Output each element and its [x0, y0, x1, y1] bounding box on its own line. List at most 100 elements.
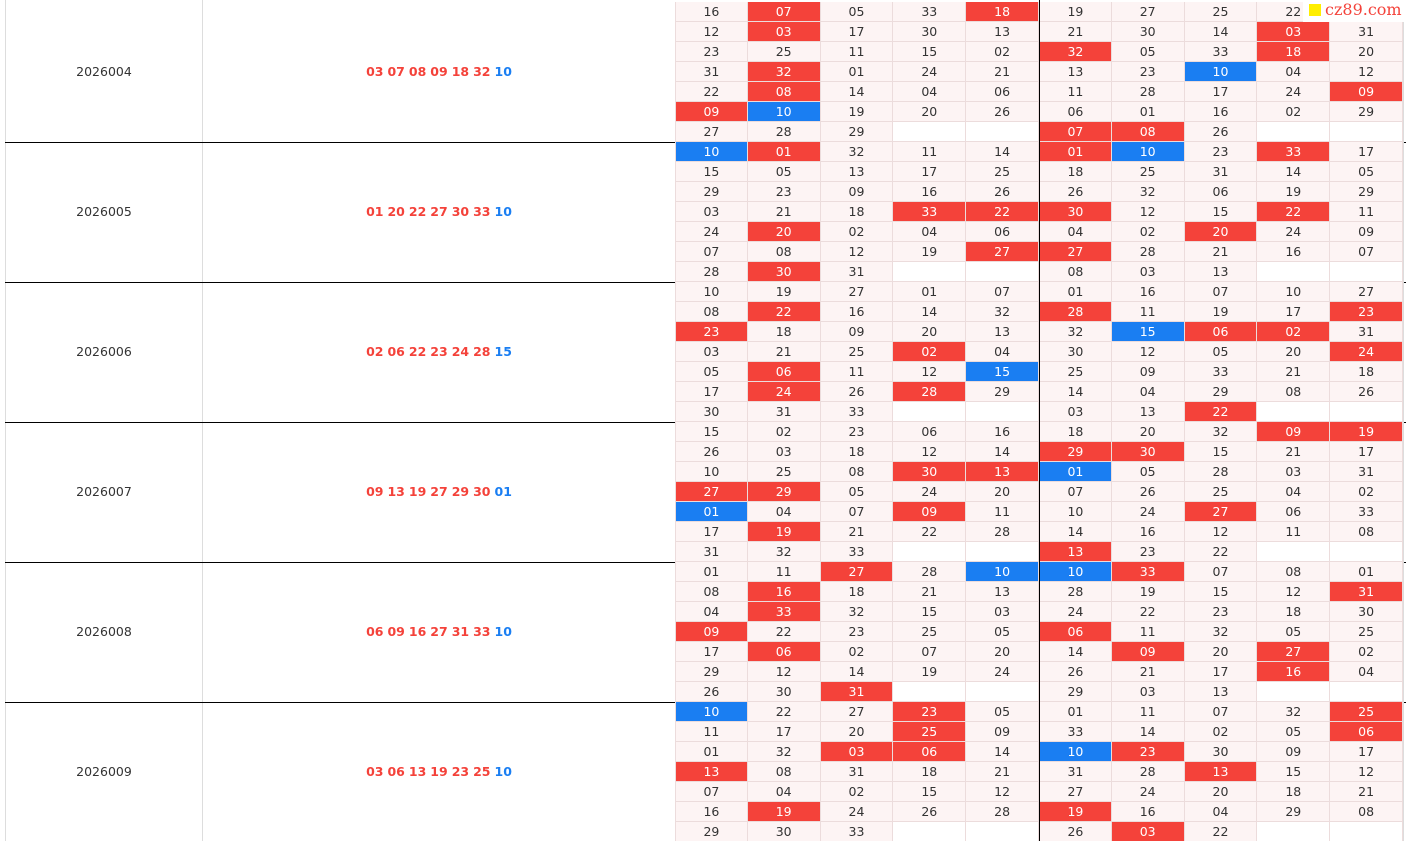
- number-cell: 21: [966, 762, 1039, 782]
- number-cell: 33: [1184, 362, 1258, 382]
- number-cell: 11: [747, 562, 821, 582]
- number-cell: 15: [1111, 322, 1185, 342]
- period: 2026004: [76, 64, 132, 79]
- number-cell: 20: [966, 642, 1039, 662]
- number-cell: 30: [1111, 22, 1185, 42]
- red-ball: 07: [387, 64, 405, 79]
- number-cell: 24: [893, 62, 967, 82]
- blue-ball: 10: [494, 624, 512, 639]
- number-cell: 32: [747, 542, 821, 562]
- number-cell: 29: [1330, 102, 1403, 122]
- draw-numbers: 02 06 22 23 24 28 15: [203, 282, 675, 422]
- number-cell: 12: [893, 442, 967, 462]
- number-cell: 13: [1039, 62, 1112, 82]
- number-cell: 05: [966, 622, 1039, 642]
- red-ball: 06: [387, 764, 405, 779]
- number-cell: 07: [1184, 702, 1258, 722]
- watermark: cz89.com: [1303, 0, 1406, 22]
- empty-cell: [966, 402, 1039, 422]
- number-cell: 13: [966, 582, 1039, 602]
- number-cell: 02: [893, 342, 967, 362]
- number-cell: 29: [675, 182, 748, 202]
- number-cell: 14: [1111, 722, 1185, 742]
- number-cell: 02: [1330, 642, 1403, 662]
- empty-cell: [1330, 122, 1403, 142]
- number-cell: 31: [820, 262, 894, 282]
- number-cell: 09: [966, 722, 1039, 742]
- number-cell: 23: [1111, 542, 1185, 562]
- number-cell: 13: [966, 322, 1039, 342]
- number-cell: 28: [1039, 302, 1112, 322]
- number-cell: 20: [1184, 782, 1258, 802]
- empty-cell: [893, 822, 967, 841]
- number-cell: 31: [1330, 582, 1403, 602]
- number-cell: 27: [1330, 282, 1403, 302]
- number-cell: 22: [747, 702, 821, 722]
- number-cell: 16: [747, 582, 821, 602]
- red-ball: 30: [473, 484, 491, 499]
- number-cell: 11: [675, 722, 748, 742]
- number-cell: 26: [966, 102, 1039, 122]
- number-cell: 18: [820, 202, 894, 222]
- number-cell: 07: [1184, 562, 1258, 582]
- number-cell: 12: [1257, 582, 1331, 602]
- number-cell: 24: [1257, 82, 1331, 102]
- number-cell: 01: [747, 142, 821, 162]
- number-cell: 02: [820, 642, 894, 662]
- number-cell: 12: [1184, 522, 1258, 542]
- draw-numbers: 06 09 16 27 31 33 10: [203, 562, 675, 702]
- number-cell: 01: [675, 562, 748, 582]
- number-cell: 22: [1257, 202, 1331, 222]
- number-cell: 24: [1257, 222, 1331, 242]
- empty-cell: [1257, 402, 1331, 422]
- blue-ball: 10: [494, 204, 512, 219]
- number-cell: 17: [675, 642, 748, 662]
- number-cell: 17: [893, 162, 967, 182]
- number-cell: 18: [1257, 602, 1331, 622]
- number-cell: 33: [1330, 502, 1403, 522]
- number-cell: 33: [1257, 142, 1331, 162]
- number-cell: 08: [747, 762, 821, 782]
- blue-ball: 01: [494, 484, 512, 499]
- red-ball: 24: [451, 344, 470, 359]
- number-cell: 04: [747, 502, 821, 522]
- number-cell: 32: [820, 142, 894, 162]
- number-cell: 05: [1111, 462, 1185, 482]
- number-cell: 27: [1039, 242, 1112, 262]
- number-cell: 12: [747, 662, 821, 682]
- number-cell: 09: [820, 182, 894, 202]
- empty-cell: [966, 122, 1039, 142]
- number-cell: 27: [820, 702, 894, 722]
- number-cell: 16: [1257, 242, 1331, 262]
- number-cell: 02: [1330, 482, 1403, 502]
- number-cell: 20: [1330, 42, 1403, 62]
- number-cell: 10: [675, 702, 748, 722]
- number-cell: 24: [893, 482, 967, 502]
- empty-cell: [1257, 682, 1331, 702]
- number-cell: 14: [893, 302, 967, 322]
- number-cell: 01: [1039, 462, 1112, 482]
- empty-cell: [893, 682, 967, 702]
- period: 2026009: [76, 764, 132, 779]
- number-cell: 15: [893, 602, 967, 622]
- number-cell: 03: [1111, 262, 1185, 282]
- number-cell: 11: [1111, 302, 1185, 322]
- number-cell: 27: [675, 122, 748, 142]
- number-cell: 29: [1039, 442, 1112, 462]
- number-cell: 13: [820, 162, 894, 182]
- number-cell: 04: [893, 222, 967, 242]
- number-cell: 17: [1184, 662, 1258, 682]
- number-cell: 07: [675, 782, 748, 802]
- red-ball: 19: [408, 484, 427, 499]
- left-border: [5, 0, 6, 841]
- number-cell: 06: [1184, 182, 1258, 202]
- red-ball: 20: [387, 204, 405, 219]
- number-cell: 24: [675, 222, 748, 242]
- red-ball: 01: [366, 204, 384, 219]
- right-border: [1403, 0, 1404, 841]
- empty-cell: [1330, 542, 1403, 562]
- number-cell: 17: [675, 382, 748, 402]
- number-cell: 24: [1111, 782, 1185, 802]
- number-cell: 13: [966, 22, 1039, 42]
- number-cell: 18: [1039, 162, 1112, 182]
